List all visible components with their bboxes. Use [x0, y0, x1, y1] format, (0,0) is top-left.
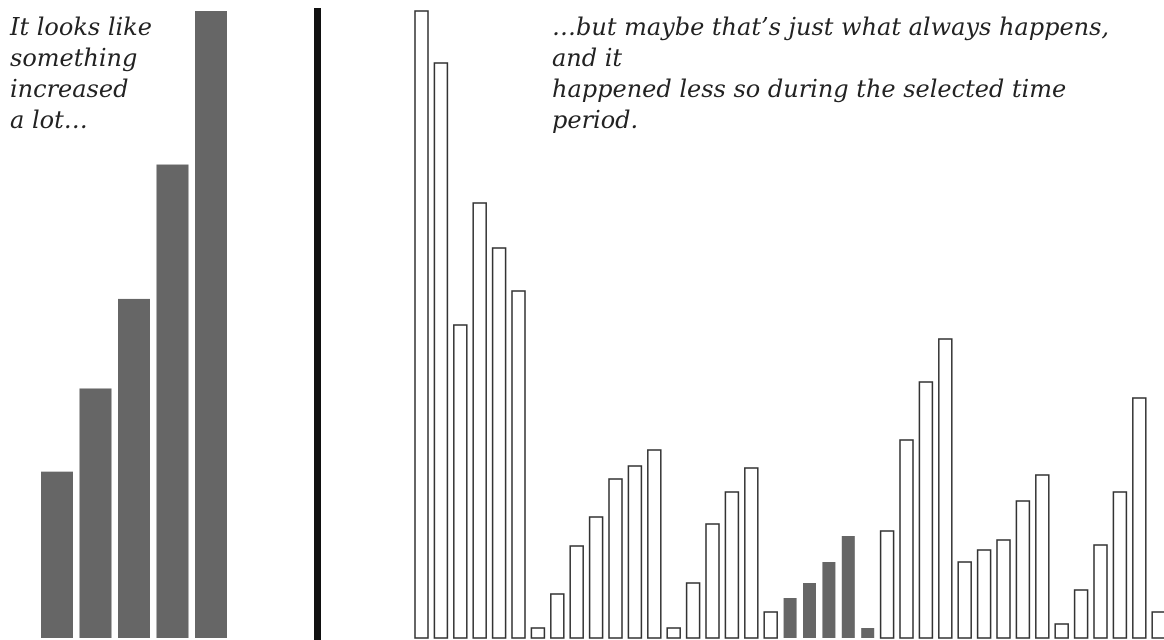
divider-line: [314, 8, 321, 640]
history-bar: [414, 10, 429, 639]
history-bar: [550, 593, 565, 639]
history-bar: [569, 545, 584, 639]
history-bar: [1035, 474, 1050, 639]
history-bar: [724, 491, 740, 639]
history-bar: [1054, 623, 1069, 639]
history-bar: [1151, 611, 1164, 639]
left-annotation: It looks like something increased a lot…: [10, 13, 152, 134]
history-bar: [511, 290, 526, 639]
history-bar: [647, 449, 662, 639]
history-bar: [1073, 589, 1089, 639]
history-bar: [472, 202, 487, 639]
history-bar: [666, 627, 681, 639]
history-bar: [879, 530, 895, 639]
history-bar: [899, 439, 914, 639]
history-bar: [996, 539, 1011, 639]
history-bar: [918, 381, 934, 639]
zoomed-bar-chart: [41, 11, 227, 638]
history-bar: [1112, 491, 1128, 639]
zoomed-bar: [195, 11, 227, 638]
history-bar: [530, 627, 546, 639]
history-bar: [938, 338, 953, 639]
zoomed-bar: [79, 388, 112, 638]
history-bar: [705, 523, 720, 639]
history-bar: [608, 478, 623, 639]
zoomed-bar: [156, 164, 189, 638]
history-bar: [976, 549, 992, 639]
history-bar: [744, 467, 759, 639]
full-history-bar-chart: [414, 10, 1164, 639]
right-annotation: …but maybe that’s just what always happe…: [552, 13, 1110, 134]
history-bar: [1132, 397, 1147, 639]
history-bar: [763, 611, 778, 639]
history-bar: [588, 516, 604, 639]
history-bar: [433, 62, 449, 639]
history-bar: [1093, 544, 1108, 639]
highlighted-bar: [861, 628, 875, 638]
highlighted-bar: [822, 562, 836, 638]
history-bar: [685, 582, 701, 639]
history-bar: [491, 247, 507, 639]
highlighted-bar: [841, 536, 855, 638]
history-bar: [453, 324, 468, 639]
history-bar: [627, 465, 643, 639]
highlighted-bar: [783, 598, 797, 638]
history-bar: [1015, 500, 1031, 639]
highlighted-bar: [803, 583, 816, 638]
zoomed-bar: [118, 298, 150, 638]
zoomed-bar: [41, 471, 73, 638]
history-bar: [957, 561, 972, 639]
